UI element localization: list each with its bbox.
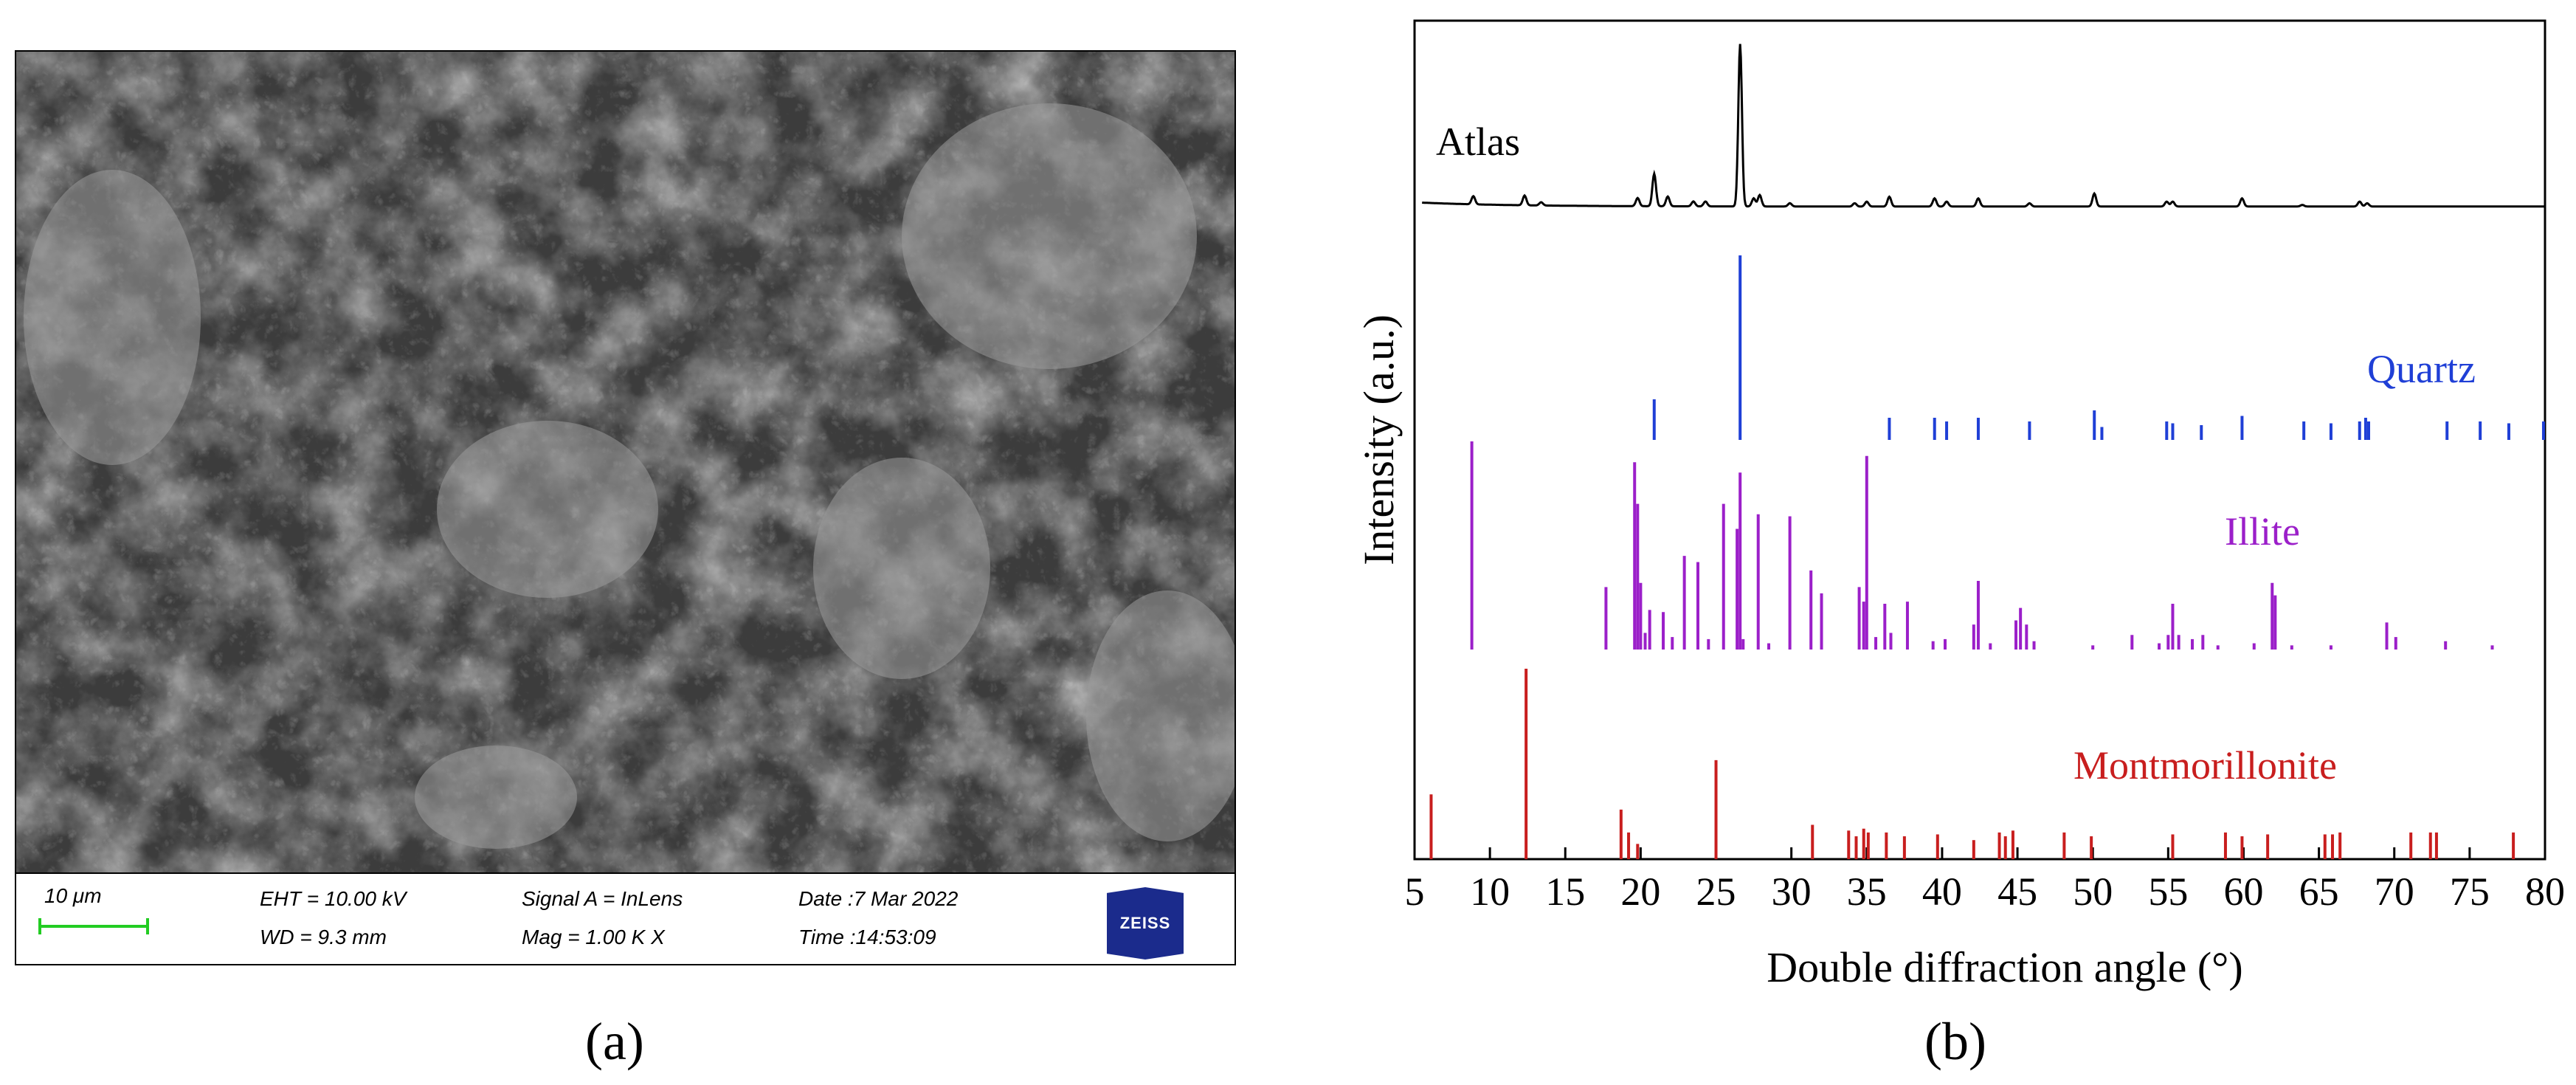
y-axis-label: Intensity (a.u.) <box>1355 314 1403 565</box>
plot-frame <box>1413 19 2546 861</box>
panel-a-caption: (a) <box>585 1012 644 1071</box>
series-montmorillonite <box>1429 669 2515 859</box>
scale-bar <box>38 918 149 934</box>
sem-data-bar: 10 μm EHT = 10.00 kV WD = 9.3 mm Signal … <box>16 872 1235 964</box>
series-layer <box>1422 44 2545 859</box>
sem-panel: 10 μm EHT = 10.00 kV WD = 9.3 mm Signal … <box>15 50 1236 965</box>
x-tick-label: 75 <box>2450 869 2490 914</box>
series-label-atlas: Atlas <box>1436 120 1520 164</box>
mag-label: Mag = 1.00 K X <box>522 926 665 948</box>
atlas-pattern-line <box>1422 44 2545 208</box>
x-tick-label: 30 <box>1772 869 1812 914</box>
x-tick-label: 55 <box>2148 869 2188 914</box>
x-tick-label: 45 <box>1997 869 2037 914</box>
x-tick-label: 15 <box>1545 869 1585 914</box>
x-tick-label: 50 <box>2073 869 2113 914</box>
series-atlas <box>1422 44 2545 208</box>
series-label-illite: Illite <box>2225 509 2300 554</box>
scale-bar-label: 10 μm <box>44 884 102 907</box>
series-label-montmorillonite: Montmorillonite <box>2073 743 2337 788</box>
x-tick-label: 70 <box>2375 869 2414 914</box>
x-tick-label: 25 <box>1696 869 1736 914</box>
x-axis-ticks: 5 10 15 20 25 30 35 40 45 50 55 60 65 70 75 80 <box>1405 847 2565 914</box>
signal-label: Signal A = InLens <box>522 887 683 910</box>
x-tick-label: 35 <box>1847 869 1887 914</box>
series-illite <box>1470 441 2494 650</box>
x-tick-label: 60 <box>2223 869 2263 914</box>
x-axis-label: Double diffraction angle (°) <box>1767 943 2242 991</box>
panel-b-caption: (b) <box>1924 1012 1986 1071</box>
sem-micrograph <box>16 52 1235 872</box>
date-label: Date :7 Mar 2022 <box>798 887 959 910</box>
series-label-quartz: Quartz <box>2367 347 2476 391</box>
x-tick-label: 5 <box>1405 869 1425 914</box>
x-tick-label: 20 <box>1620 869 1660 914</box>
x-tick-label: 80 <box>2525 869 2565 914</box>
x-tick-label: 65 <box>2299 869 2339 914</box>
x-tick-label: 40 <box>1922 869 1962 914</box>
time-label: Time :14:53:09 <box>798 926 936 948</box>
zeiss-logo: ZEISS <box>1107 887 1184 960</box>
x-tick-label: 10 <box>1470 869 1510 914</box>
wd-label: WD = 9.3 mm <box>260 926 387 948</box>
series-quartz <box>1652 255 2545 440</box>
eht-label: EHT = 10.00 kV <box>260 887 407 910</box>
